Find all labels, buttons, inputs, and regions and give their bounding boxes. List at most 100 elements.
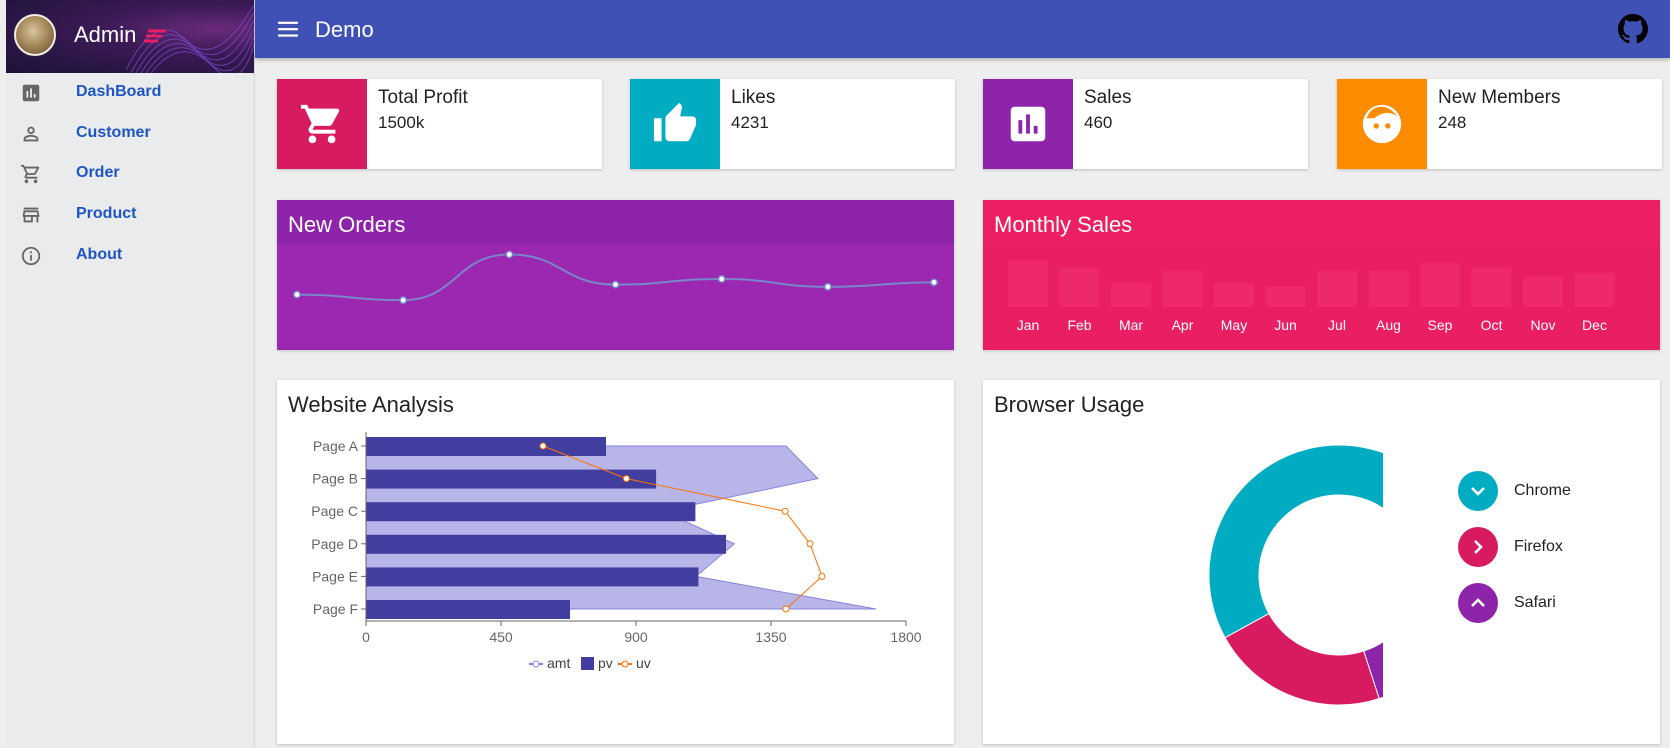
month-label: Jan — [1017, 317, 1040, 333]
new-orders-panel: New Orders — [277, 200, 954, 350]
sidebar-item-label: DashBoard — [76, 83, 162, 100]
stat-value: 248 — [1438, 113, 1467, 132]
uv-line — [542, 445, 823, 610]
decorative-waves — [126, 4, 254, 73]
month-label: Dec — [1582, 317, 1607, 333]
uv-point — [818, 572, 826, 580]
stat-title: Likes — [731, 87, 776, 108]
pv-bar — [366, 469, 657, 489]
sidebar-item-label: Customer — [76, 124, 151, 141]
sidebar-item-label: Product — [76, 205, 137, 222]
stat-icon-box — [630, 79, 720, 169]
monthly-sales-bar — [1162, 270, 1203, 307]
panel-title: Monthly Sales — [994, 212, 1133, 237]
legend-uv-label: uv — [636, 655, 651, 671]
y-tick-label: Page C — [311, 503, 358, 519]
stat-card-new-members[interactable]: New Members 248 — [1337, 79, 1662, 169]
bar-chart-icon — [22, 84, 40, 102]
cart-icon — [300, 104, 340, 144]
panel-header — [277, 200, 954, 244]
sidebar-item-about[interactable]: About — [6, 235, 254, 275]
legend-label: Firefox — [1514, 538, 1563, 555]
uv-point — [806, 540, 814, 548]
new-orders-line — [296, 253, 935, 302]
panel-title: Website Analysis — [288, 392, 454, 417]
x-tick-label: 0 — [362, 629, 370, 645]
stat-card-sales[interactable]: Sales 460 — [983, 79, 1308, 169]
x-tick-label: 450 — [489, 629, 513, 645]
stat-value: 1500k — [378, 113, 425, 132]
monthly-sales-bar — [1420, 263, 1460, 307]
new-orders-point — [823, 282, 832, 291]
chevron-right-icon — [1474, 540, 1483, 554]
sidebar-header: Admin — [6, 0, 254, 73]
y-tick-label: Page F — [313, 601, 358, 617]
store-icon — [22, 207, 40, 223]
sidebar-item-order[interactable]: Order — [6, 153, 254, 193]
pv-bar — [366, 567, 699, 587]
stat-card-likes[interactable]: Likes 4231 — [630, 79, 955, 169]
y-tick-label: Page E — [312, 568, 358, 584]
monthly-sales-bar — [1111, 282, 1151, 307]
stat-card-total-profit[interactable]: Total Profit 1500k — [277, 79, 602, 169]
uv-point — [539, 442, 547, 450]
pv-bar — [366, 502, 696, 522]
monthly-sales-bar — [1471, 267, 1512, 307]
sidebar-item-label: Order — [76, 164, 120, 181]
month-label: Jul — [1328, 317, 1346, 333]
panel-header — [983, 200, 1660, 244]
user-name: Admin — [74, 22, 137, 47]
stat-icon-box — [277, 79, 367, 169]
new-orders-chart — [293, 250, 938, 305]
month-label: Oct — [1481, 317, 1503, 333]
new-orders-point — [293, 290, 301, 299]
browser-usage-panel: Browser Usage Chrome Firefox Safari — [983, 380, 1660, 744]
app-title: Demo — [315, 17, 374, 42]
avatar[interactable] — [14, 14, 56, 56]
stat-icon-box — [1337, 79, 1427, 169]
bar-chart-icon — [1010, 106, 1046, 142]
cart-icon — [20, 164, 40, 184]
person-icon — [23, 126, 39, 142]
monthly-sales-bar — [1368, 270, 1409, 307]
new-orders-point — [505, 250, 514, 259]
monthly-sales-bar — [1317, 270, 1357, 307]
sidebar-item-customer[interactable]: Customer — [6, 113, 254, 153]
website-analysis-chart: Page A Page B Page C Page D Page E Page F0 450… — [311, 432, 922, 671]
menu-icon[interactable] — [277, 19, 299, 39]
legend-dot — [1458, 583, 1498, 623]
x-tick-label: 900 — [624, 629, 648, 645]
new-orders-point — [611, 280, 620, 289]
monthly-sales-bar — [1574, 272, 1615, 307]
legend-uv-marker — [621, 660, 629, 668]
new-orders-point — [717, 275, 726, 283]
legend-label: Chrome — [1514, 482, 1571, 499]
sidebar-item-dashboard[interactable]: DashBoard — [6, 72, 254, 112]
month-label: Aug — [1376, 317, 1401, 333]
uv-point — [622, 475, 630, 483]
chevron-down-icon — [1471, 487, 1485, 496]
legend-dot — [1458, 471, 1498, 511]
sidebar-item-product[interactable]: Product — [6, 194, 254, 234]
monthly-sales-bar — [1523, 276, 1563, 307]
panel-title: New Orders — [288, 212, 406, 237]
month-label: Sep — [1428, 317, 1453, 333]
app-bar: Demo — [255, 0, 1670, 58]
month-label: Feb — [1067, 317, 1091, 333]
month-label: Apr — [1172, 317, 1194, 333]
legend-amt-label: amt — [547, 655, 570, 671]
stat-value: 4231 — [731, 113, 769, 132]
stat-icon-box — [983, 79, 1073, 169]
sidebar-item-label: About — [76, 246, 123, 263]
monthly-sales-bar — [1059, 267, 1100, 307]
legend-amt-marker — [532, 660, 540, 668]
pv-bar — [366, 534, 726, 554]
info-icon — [21, 246, 41, 266]
legend-label: Safari — [1514, 594, 1556, 611]
github-icon[interactable] — [1618, 14, 1648, 44]
y-tick-label: Page D — [311, 536, 358, 552]
donut-slice-firefox — [1224, 612, 1380, 706]
monthly-sales-bar — [1008, 260, 1048, 307]
sidebar: Admin DashBoard Customer Order Product A… — [6, 0, 255, 748]
y-tick-label: Page A — [313, 438, 359, 454]
